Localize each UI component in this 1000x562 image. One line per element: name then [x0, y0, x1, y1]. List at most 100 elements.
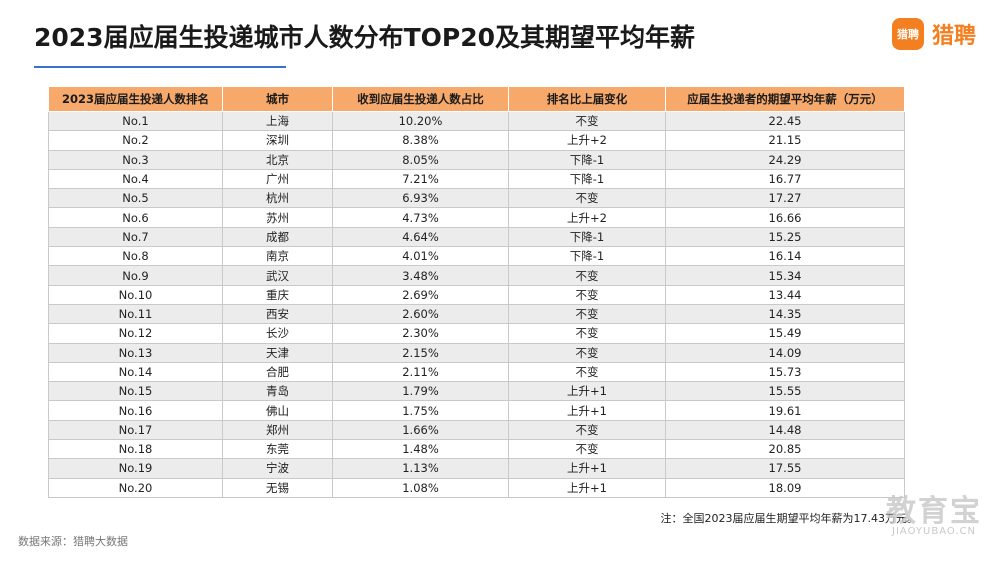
salary-cell: 14.09: [665, 342, 905, 363]
change-cell: 不变: [508, 303, 666, 325]
city-cell: 西安: [222, 303, 333, 325]
table-row: No.3 北京 8.05% 下降-1 24.29: [48, 149, 905, 170]
share-cell: 1.48%: [332, 439, 509, 460]
salary-cell: 19.61: [665, 400, 905, 421]
table-row: No.5 杭州 6.93% 不变 17.27: [48, 188, 905, 209]
share-cell: 8.38%: [332, 130, 509, 151]
change-cell: 上升+1: [508, 400, 666, 421]
city-cell: 东莞: [222, 439, 333, 460]
header-rank: 2023届应届生投递人数排名: [48, 86, 223, 112]
city-cell: 天津: [222, 342, 333, 363]
city-cell: 无锡: [222, 477, 333, 498]
salary-cell: 24.29: [665, 149, 905, 170]
rank-cell: No.20: [48, 477, 223, 498]
share-cell: 1.13%: [332, 458, 509, 479]
share-cell: 3.48%: [332, 265, 509, 286]
table-row: No.8 南京 4.01% 下降-1 16.14: [48, 246, 905, 267]
title-underline: [34, 66, 286, 68]
rank-cell: No.11: [48, 303, 223, 325]
salary-note: 注：全国2023届应届生期望平均年薪为17.43万元。: [660, 512, 918, 525]
city-cell: 宁波: [222, 458, 333, 479]
rank-cell: No.4: [48, 168, 223, 190]
rank-cell: No.19: [48, 458, 223, 479]
watermark-domain: JIAOYUBAO.CN: [892, 526, 976, 537]
salary-cell: 16.77: [665, 168, 905, 190]
change-cell: 上升+1: [508, 458, 666, 479]
salary-cell: 15.55: [665, 381, 905, 402]
salary-cell: 16.66: [665, 207, 905, 228]
watermark: 教育宝 JIAOYUBAO.CN: [886, 486, 982, 537]
table-row: No.18 东莞 1.48% 不变 20.85: [48, 439, 905, 460]
change-cell: 上升+1: [508, 477, 666, 498]
city-cell: 合肥: [222, 361, 333, 383]
table-row: No.6 苏州 4.73% 上升+2 16.66: [48, 207, 905, 228]
city-cell: 成都: [222, 226, 333, 248]
header-salary: 应届生投递者的期望平均年薪（万元）: [665, 86, 905, 112]
share-cell: 2.60%: [332, 303, 509, 325]
table-row: No.7 成都 4.64% 下降-1 15.25: [48, 226, 905, 248]
salary-cell: 20.85: [665, 439, 905, 460]
city-cell: 北京: [222, 149, 333, 170]
rank-cell: No.8: [48, 246, 223, 267]
salary-cell: 14.35: [665, 303, 905, 325]
rank-cell: No.1: [48, 110, 223, 132]
rank-cell: No.5: [48, 188, 223, 209]
share-cell: 8.05%: [332, 149, 509, 170]
city-cell: 佛山: [222, 400, 333, 421]
rank-cell: No.6: [48, 207, 223, 228]
change-cell: 下降-1: [508, 246, 666, 267]
change-cell: 下降-1: [508, 149, 666, 170]
rank-cell: No.16: [48, 400, 223, 421]
share-cell: 2.30%: [332, 323, 509, 344]
share-cell: 6.93%: [332, 188, 509, 209]
city-cell: 上海: [222, 110, 333, 132]
salary-cell: 16.14: [665, 246, 905, 267]
city-cell: 深圳: [222, 130, 333, 151]
brand-logo: 猎聘 猎聘: [891, 18, 976, 50]
salary-cell: 21.15: [665, 130, 905, 151]
share-cell: 1.66%: [332, 419, 509, 441]
salary-cell: 18.09: [665, 477, 905, 498]
change-cell: 不变: [508, 342, 666, 363]
header-city: 城市: [222, 86, 333, 112]
city-cell: 长沙: [222, 323, 333, 344]
rank-cell: No.15: [48, 381, 223, 402]
salary-cell: 17.55: [665, 458, 905, 479]
data-source: 数据来源：猎聘大数据: [18, 535, 128, 548]
logo-text: 猎聘: [931, 24, 976, 49]
salary-cell: 15.25: [665, 226, 905, 248]
salary-cell: 22.45: [665, 110, 905, 132]
share-cell: 7.21%: [332, 168, 509, 190]
salary-cell: 17.27: [665, 188, 905, 209]
city-cell: 武汉: [222, 265, 333, 286]
share-cell: 1.08%: [332, 477, 509, 498]
share-cell: 2.11%: [332, 361, 509, 383]
change-cell: 不变: [508, 323, 666, 344]
salary-cell: 15.49: [665, 323, 905, 344]
rank-cell: No.13: [48, 342, 223, 363]
salary-cell: 14.48: [665, 419, 905, 441]
share-cell: 1.79%: [332, 381, 509, 402]
rank-cell: No.9: [48, 265, 223, 286]
change-cell: 不变: [508, 361, 666, 383]
change-cell: 不变: [508, 265, 666, 286]
city-cell: 杭州: [222, 188, 333, 209]
table-row: No.11 西安 2.60% 不变 14.35: [48, 303, 905, 325]
header-change: 排名比上届变化: [508, 86, 666, 112]
table-row: No.2 深圳 8.38% 上升+2 21.15: [48, 130, 905, 151]
table-row: No.14 合肥 2.11% 不变 15.73: [48, 361, 905, 383]
table-row: No.15 青岛 1.79% 上升+1 15.55: [48, 381, 905, 402]
table-row: No.12 长沙 2.30% 不变 15.49: [48, 323, 905, 344]
change-cell: 上升+1: [508, 381, 666, 402]
rank-cell: No.17: [48, 419, 223, 441]
change-cell: 不变: [508, 419, 666, 441]
change-cell: 不变: [508, 188, 666, 209]
table-row: No.13 天津 2.15% 不变 14.09: [48, 342, 905, 363]
change-cell: 不变: [508, 439, 666, 460]
rank-cell: No.10: [48, 284, 223, 305]
salary-cell: 15.34: [665, 265, 905, 286]
table-row: No.16 佛山 1.75% 上升+1 19.61: [48, 400, 905, 421]
city-cell: 苏州: [222, 207, 333, 228]
table-row: No.4 广州 7.21% 下降-1 16.77: [48, 168, 905, 190]
table-row: No.19 宁波 1.13% 上升+1 17.55: [48, 458, 905, 479]
